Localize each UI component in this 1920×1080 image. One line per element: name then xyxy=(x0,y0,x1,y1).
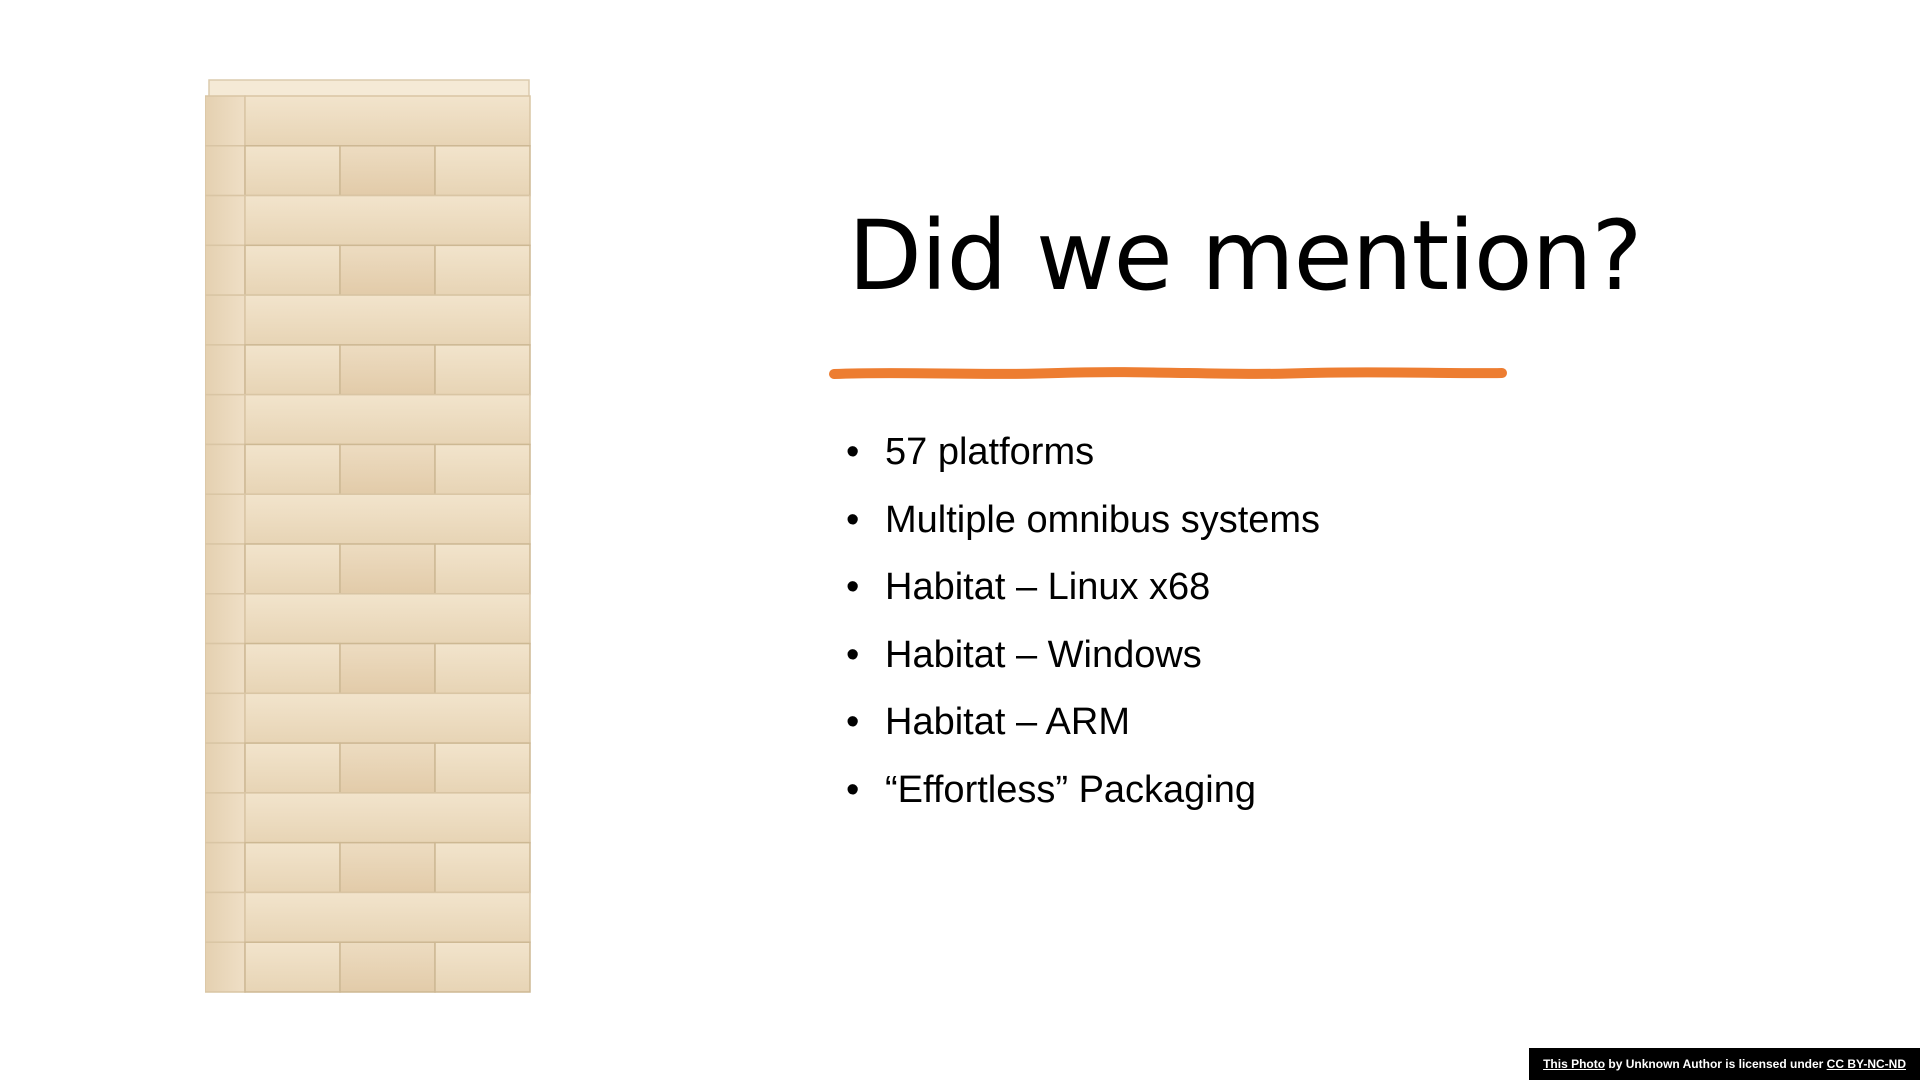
jenga-block xyxy=(339,841,436,894)
bullet-dot-icon: • xyxy=(846,566,860,608)
jenga-block xyxy=(244,244,341,296)
jenga-block xyxy=(244,792,531,844)
list-item: • 57 platforms xyxy=(846,424,1320,492)
jenga-tower-icon xyxy=(205,79,531,993)
jenga-block xyxy=(244,692,531,744)
photo-attribution: This Photo by Unknown Author is licensed… xyxy=(1529,1048,1920,1080)
jenga-block xyxy=(205,393,246,446)
license-link[interactable]: CC BY-NC-ND xyxy=(1826,1057,1906,1071)
jenga-block xyxy=(434,145,531,197)
jenga-block xyxy=(205,344,246,396)
jenga-block xyxy=(205,443,246,495)
jenga-block xyxy=(205,95,246,147)
list-item: • Habitat – ARM xyxy=(846,694,1320,762)
jenga-block xyxy=(434,642,531,695)
jenga-block xyxy=(205,841,246,894)
jenga-block xyxy=(244,294,531,346)
photo-link[interactable]: This Photo xyxy=(1543,1057,1606,1071)
jenga-block xyxy=(205,493,246,545)
jenga-block xyxy=(339,344,436,396)
bullet-dot-icon: • xyxy=(846,498,860,541)
jenga-block xyxy=(434,344,531,396)
jenga-block xyxy=(244,95,531,147)
jenga-block xyxy=(434,543,531,595)
jenga-block xyxy=(244,393,531,446)
jenga-block xyxy=(244,493,531,545)
jenga-block xyxy=(339,742,436,794)
jenga-block xyxy=(244,344,341,396)
bullet-dot-icon: • xyxy=(846,431,860,473)
jenga-block xyxy=(205,244,246,296)
jenga-block xyxy=(244,194,531,247)
jenga-block xyxy=(244,742,341,794)
jenga-block xyxy=(205,642,246,695)
jenga-block xyxy=(205,543,246,595)
slide-title: Did we mention? xyxy=(848,200,1642,312)
jenga-block xyxy=(205,145,246,197)
list-item: • Habitat – Windows xyxy=(846,627,1320,695)
list-item: • Habitat – Linux x68 xyxy=(846,559,1320,627)
attribution-text: by Unknown Author is licensed under xyxy=(1605,1057,1827,1071)
jenga-block xyxy=(244,443,341,495)
jenga-block xyxy=(434,443,531,495)
list-item: • Multiple omnibus systems xyxy=(846,492,1320,560)
jenga-block xyxy=(205,692,246,744)
jenga-block xyxy=(205,742,246,794)
jenga-block xyxy=(205,194,246,247)
jenga-block xyxy=(339,543,436,595)
jenga-block xyxy=(244,941,341,993)
jenga-block xyxy=(339,941,436,993)
jenga-block xyxy=(205,941,246,993)
jenga-block xyxy=(434,841,531,894)
jenga-block xyxy=(339,443,436,495)
jenga-block xyxy=(339,244,436,296)
title-underline-decoration xyxy=(829,367,1507,379)
jenga-block xyxy=(244,841,341,894)
jenga-block xyxy=(244,543,341,595)
jenga-block xyxy=(434,244,531,296)
bullet-dot-icon: • xyxy=(846,633,860,676)
jenga-block xyxy=(244,145,341,197)
jenga-block xyxy=(244,642,341,695)
list-item: • “Effortless” Packaging xyxy=(846,762,1320,830)
jenga-block xyxy=(205,891,246,943)
bullet-list: • 57 platforms • Multiple omnibus systems … xyxy=(846,424,1320,829)
jenga-block xyxy=(205,792,246,844)
bullet-dot-icon: • xyxy=(846,768,860,811)
jenga-block xyxy=(434,742,531,794)
jenga-block xyxy=(339,145,436,197)
jenga-block xyxy=(244,593,531,645)
jenga-block xyxy=(339,642,436,695)
bullet-dot-icon: • xyxy=(846,701,860,743)
jenga-block xyxy=(205,593,246,645)
jenga-block xyxy=(434,941,531,993)
jenga-block xyxy=(205,294,246,346)
jenga-block xyxy=(244,891,531,943)
